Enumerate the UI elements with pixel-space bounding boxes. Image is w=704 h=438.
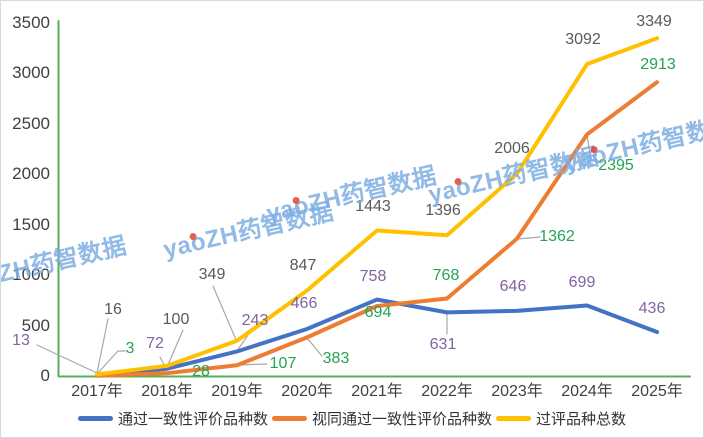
data-label: 349: [198, 265, 226, 283]
data-label: 2913: [640, 56, 676, 74]
legend-label: 视同通过一致性评价品种数: [311, 410, 492, 428]
legend-line-swatch-yellow: [496, 415, 531, 421]
data-label: 694: [364, 304, 392, 321]
legend-label: 通过一致性评价品种数: [117, 410, 268, 428]
data-label: 383: [322, 350, 350, 368]
x-axis-label: 2021年: [351, 383, 403, 400]
axis-lines: [57, 20, 691, 378]
x-axis-label: 2023年: [491, 383, 543, 400]
legend-item-total: 过评品种总数: [496, 408, 626, 429]
y-axis-tick-label: 3500: [12, 13, 50, 32]
leader-line: [212, 285, 238, 343]
data-label: 72: [146, 334, 164, 352]
data-label: 3: [125, 339, 135, 357]
data-label: 13: [12, 331, 30, 349]
legend-item-deemed-passed: 视同通过一致性评价品种数: [271, 408, 492, 429]
data-label: 243: [241, 312, 269, 330]
data-label: 100: [162, 310, 190, 328]
x-axis-label: 2017年: [71, 383, 123, 400]
data-label: 699: [568, 273, 596, 291]
data-label: 768: [432, 266, 460, 284]
leader-line: [306, 337, 323, 357]
y-axis-tick-label: 2000: [12, 164, 50, 184]
x-axis-label: 2024年: [561, 383, 613, 400]
chart-legend: 通过一致性评价品种数 视同通过一致性评价品种数 过评品种总数: [1, 405, 703, 431]
x-axis-label: 2020年: [281, 383, 333, 400]
data-label: 631: [429, 336, 457, 354]
y-axis-tick-label: 0: [40, 366, 50, 385]
data-label: 2395: [598, 157, 634, 175]
data-label: 436: [638, 300, 666, 318]
data-label: 646: [499, 277, 527, 295]
y-axis-tick-label: 2500: [12, 113, 50, 133]
y-axis-tick-label: 1000: [12, 265, 50, 285]
x-axis-label: 2018年: [141, 383, 193, 400]
leader-line: [586, 134, 602, 164]
data-label: 16: [104, 301, 122, 319]
data-label: 107: [269, 355, 297, 373]
data-label: 3092: [565, 31, 601, 49]
data-label: 1443: [355, 198, 391, 216]
data-label: 466: [290, 295, 318, 312]
x-axis-label: 2019年: [211, 383, 263, 400]
x-axis-label: 2025年: [631, 383, 683, 400]
data-label: 28: [192, 363, 210, 381]
leader-line: [516, 236, 541, 240]
data-label: 3349: [636, 13, 672, 31]
legend-label: 过评品种总数: [536, 410, 627, 428]
legend-line-swatch-blue: [77, 415, 113, 421]
legend-line-swatch-orange: [271, 415, 307, 421]
y-axis-tick-label: 500: [21, 315, 50, 335]
leader-line: [96, 318, 109, 374]
legend-item-passed-evaluation: 通过一致性评价品种数: [77, 408, 268, 429]
data-label: 1396: [425, 202, 461, 220]
leader-line: [36, 344, 98, 374]
series-line-0: [95, 297, 659, 377]
y-axis-tick-label: 3000: [12, 63, 50, 83]
series-line-2: [95, 36, 659, 377]
y-axis-tick-label: 1500: [12, 214, 50, 234]
data-label: 758: [359, 267, 387, 285]
data-label: 2006: [494, 139, 530, 157]
leader-line: [96, 350, 126, 375]
x-axis-label: 2022年: [421, 383, 473, 400]
data-label: 847: [289, 256, 317, 274]
leader-line: [166, 329, 184, 368]
data-label: 1362: [539, 227, 575, 245]
series-line-1: [95, 80, 659, 378]
